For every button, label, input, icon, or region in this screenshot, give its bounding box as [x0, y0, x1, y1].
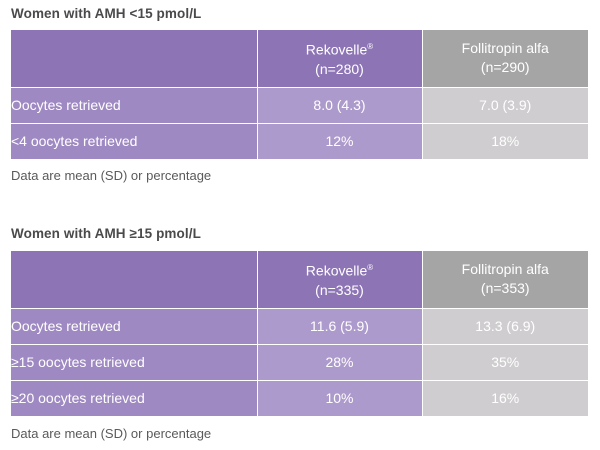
column-header-follitropin: Follitropin alfa (n=353): [422, 251, 588, 309]
column-name: Follitropin alfa: [461, 261, 549, 278]
column-header-rekovelle: Rekovelle® (n=280): [257, 30, 423, 88]
column-name: Follitropin alfa: [461, 40, 549, 57]
table-footnote: Data are mean (SD) or percentage: [11, 426, 212, 441]
follitropin-value: 35%: [422, 344, 588, 381]
row-label: ≥20 oocytes retrieved: [11, 380, 258, 416]
rekovelle-value: 12%: [257, 123, 423, 159]
registered-mark: ®: [367, 263, 374, 273]
column-n: (n=335): [315, 282, 364, 299]
follitropin-value: 7.0 (3.9): [422, 87, 588, 124]
section-title-amh-below-15: Women with AMH <15 pmol/L: [11, 6, 202, 21]
results-table-amh-15-or-more: Rekovelle® (n=335) Follitropin alfa (n=3…: [11, 251, 588, 416]
section-title-amh-15-or-more: Women with AMH ≥15 pmol/L: [11, 226, 201, 241]
table-row: ≥20 oocytes retrieved 10% 16%: [11, 380, 588, 416]
rekovelle-value: 28%: [257, 344, 423, 381]
table-row: ≥15 oocytes retrieved 28% 35%: [11, 344, 588, 381]
results-table-amh-below-15: Rekovelle® (n=280) Follitropin alfa (n=2…: [11, 30, 588, 159]
rekovelle-value: 11.6 (5.9): [257, 308, 423, 345]
follitropin-value: 13.3 (6.9): [422, 308, 588, 345]
row-label: ≥15 oocytes retrieved: [11, 344, 258, 381]
table-row: Oocytes retrieved 11.6 (5.9) 13.3 (6.9): [11, 308, 588, 345]
registered-mark: ®: [367, 42, 374, 52]
column-name: Rekovelle: [305, 263, 368, 280]
column-n: (n=290): [480, 59, 530, 76]
table-row: Oocytes retrieved 8.0 (4.3) 7.0 (3.9): [11, 87, 588, 124]
follitropin-value: 16%: [422, 380, 588, 416]
column-header-follitropin: Follitropin alfa (n=290): [422, 30, 588, 88]
row-label: Oocytes retrieved: [11, 87, 258, 124]
row-label: <4 oocytes retrieved: [11, 123, 258, 159]
table-row: <4 oocytes retrieved 12% 18%: [11, 123, 588, 159]
column-name: Rekovelle: [305, 42, 368, 59]
column-header-rekovelle: Rekovelle® (n=335): [257, 251, 423, 309]
column-n: (n=353): [480, 280, 530, 297]
row-label: Oocytes retrieved: [11, 308, 258, 345]
rekovelle-value: 10%: [257, 380, 423, 416]
rekovelle-value: 8.0 (4.3): [257, 87, 423, 124]
follitropin-value: 18%: [422, 123, 588, 159]
table-footnote: Data are mean (SD) or percentage: [11, 168, 212, 183]
table-header-row: Rekovelle® (n=280) Follitropin alfa (n=2…: [11, 30, 588, 88]
table-header-row: Rekovelle® (n=335) Follitropin alfa (n=3…: [11, 251, 588, 309]
header-corner-cell: [11, 251, 258, 309]
header-corner-cell: [11, 30, 258, 88]
column-n: (n=280): [315, 61, 364, 78]
